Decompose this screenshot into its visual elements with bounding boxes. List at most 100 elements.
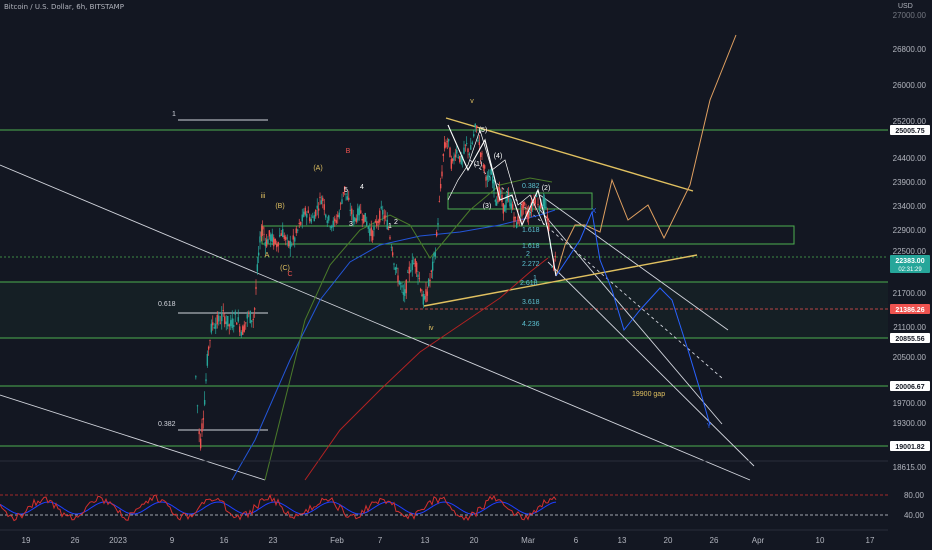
y-tick-label: 20500.00: [893, 353, 927, 362]
fib-extension-label: 2.618: [520, 280, 538, 287]
candle-body: [317, 208, 320, 211]
candle-body: [342, 192, 345, 194]
candle-body: [323, 204, 325, 210]
x-tick-label: 9: [170, 536, 175, 545]
x-tick-label: 20: [664, 536, 673, 545]
candle-body: [489, 177, 491, 181]
candle-body: [534, 198, 537, 205]
candle-body: [366, 221, 368, 226]
price-label: 21386.26: [895, 307, 924, 314]
candle-body: [357, 208, 359, 221]
currency-label: USD: [898, 3, 913, 10]
candle-body: [446, 141, 449, 143]
candle-body: [224, 316, 226, 325]
axis-background: [888, 0, 932, 550]
y-tick-label: 25200.00: [893, 117, 927, 126]
price-axis: 27000.00 26800.00 26000.00 25200.00 24400.00…: [888, 0, 932, 550]
candle-body: [339, 203, 342, 205]
candle-body: [325, 214, 327, 218]
wave-label: 1: [388, 223, 392, 230]
candle-body: [394, 267, 397, 270]
candle-body: [405, 279, 407, 294]
candle-body: [546, 215, 549, 221]
candle-body: [256, 264, 259, 272]
candle-body: [379, 210, 381, 223]
price-label: 20006.67: [895, 384, 924, 391]
candle-body: [535, 195, 538, 197]
candle-body: [418, 278, 421, 280]
candle-body: [526, 212, 529, 218]
candle-body: [482, 164, 485, 168]
candle-body: [369, 228, 371, 236]
candlestick-series: [195, 123, 556, 451]
candle-body: [485, 176, 487, 181]
candle-body: [219, 322, 221, 324]
candle-body: [395, 267, 398, 270]
rsi-line: [0, 493, 557, 522]
candle-body: [464, 144, 467, 146]
candle-body: [277, 242, 279, 247]
candle-body: [367, 226, 369, 229]
candle-body: [380, 206, 382, 209]
candle-body: [390, 246, 393, 248]
bearish-projection-path: [555, 210, 711, 426]
y-tick-label: 18615.00: [893, 463, 927, 472]
candle-body: [267, 238, 269, 244]
candle-body: [408, 266, 410, 274]
candle-body: [493, 181, 495, 191]
price-label-box: [890, 441, 930, 451]
candle-body: [300, 222, 302, 225]
candle-body: [479, 152, 482, 158]
candle-body: [206, 354, 209, 366]
fib-extension-label: 1.618: [522, 243, 540, 250]
wave-label: (B): [275, 203, 284, 210]
candle-body: [433, 253, 435, 257]
candle-body: [203, 400, 206, 405]
candle-body: [415, 262, 418, 272]
candle-body: [525, 210, 527, 214]
candle-body: [239, 326, 241, 333]
chart-title: Bitcoin / U.S. Dollar, 6h, BITSTAMP: [4, 3, 124, 11]
candle-body: [210, 323, 213, 333]
channel-line: [0, 394, 266, 481]
x-tick-label: 19: [22, 536, 31, 545]
candle-body: [386, 219, 388, 230]
candle-body: [320, 200, 323, 204]
candle-body: [498, 187, 501, 195]
rsi-indicator-pane: [0, 460, 888, 522]
fib-extension-label: 2.272: [522, 261, 540, 268]
upper-trendline: [445, 117, 694, 192]
candle-body: [410, 270, 412, 272]
candle-body: [447, 138, 450, 142]
candle-body: [371, 230, 374, 241]
wave-label: (4): [494, 153, 503, 160]
channel-line: [539, 194, 729, 331]
candle-body: [263, 233, 265, 235]
candle-body: [245, 322, 247, 324]
x-tick-label: Mar: [521, 536, 535, 545]
candle-body: [545, 206, 547, 209]
candle-body: [338, 212, 340, 218]
candle-body: [402, 292, 405, 295]
candle-body: [518, 219, 521, 221]
candle-body: [542, 197, 545, 206]
candle-body: [306, 213, 308, 218]
candle-body: [551, 266, 553, 268]
fib-extension-label: 4.236: [522, 321, 540, 328]
candle-body: [255, 286, 257, 290]
rsi-signal-line: [0, 501, 557, 515]
candle-body: [450, 159, 453, 169]
candle-body: [391, 252, 394, 256]
wave-label: X: [592, 208, 597, 215]
candle-body: [521, 205, 523, 216]
candle-body: [234, 311, 236, 315]
candle-body: [322, 197, 324, 202]
candle-body: [260, 231, 263, 237]
candle-body: [522, 201, 525, 209]
candle-body: [509, 198, 511, 207]
candle-body: [385, 215, 387, 217]
candle-body: [202, 418, 205, 420]
candle-body: [413, 262, 415, 264]
candle-body: [387, 228, 390, 230]
